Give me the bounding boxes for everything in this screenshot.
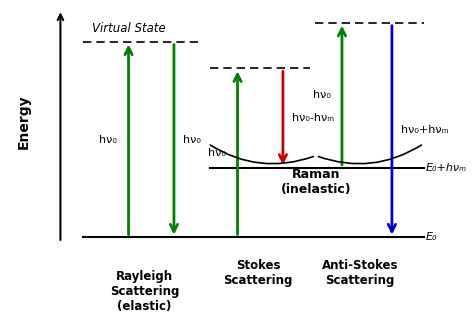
Text: E₀: E₀ <box>426 232 438 242</box>
Text: Raman
(inelastic): Raman (inelastic) <box>281 168 351 196</box>
Text: E₀+hνₘ: E₀+hνₘ <box>426 163 467 173</box>
Text: hν₀+hνₘ: hν₀+hνₘ <box>401 125 448 135</box>
Text: Stokes
Scattering: Stokes Scattering <box>223 259 292 287</box>
Text: Rayleigh
Scattering
(elastic): Rayleigh Scattering (elastic) <box>110 270 179 313</box>
Text: Energy: Energy <box>17 95 31 149</box>
Text: Virtual State: Virtual State <box>92 22 166 35</box>
Text: hν₀: hν₀ <box>183 134 201 144</box>
Text: hν₀-hνₘ: hν₀-hνₘ <box>292 113 334 123</box>
Text: hν₀: hν₀ <box>313 90 330 100</box>
Text: hν₀: hν₀ <box>100 134 117 144</box>
Text: hν₀: hν₀ <box>208 148 226 158</box>
Text: Anti-Stokes
Scattering: Anti-Stokes Scattering <box>322 259 398 287</box>
